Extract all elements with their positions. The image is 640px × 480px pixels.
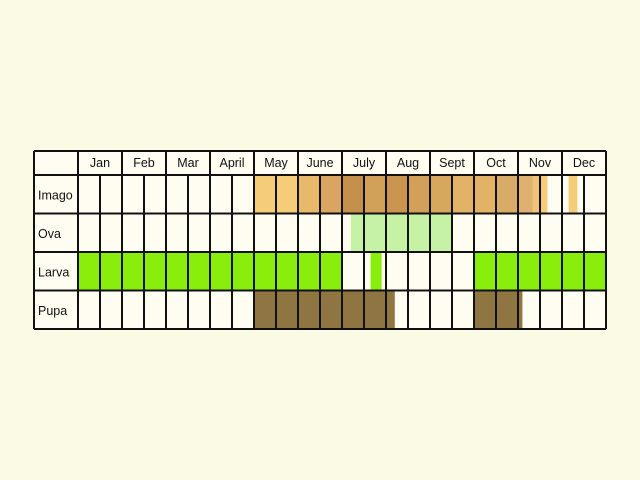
- month-label-july: July: [353, 156, 376, 170]
- month-label-april: April: [219, 156, 244, 170]
- month-label-sept: Sept: [439, 156, 465, 170]
- imago-span-3: [342, 175, 364, 214]
- imago-span-2: [320, 175, 342, 214]
- imago-span-12: [540, 175, 548, 214]
- month-label-nov: Nov: [529, 156, 552, 170]
- imago-span-13: [568, 175, 578, 214]
- month-label-jan: Jan: [90, 156, 110, 170]
- larva-span-1: [370, 252, 382, 291]
- row-label-pupa: Pupa: [38, 304, 67, 318]
- imago-span-11: [532, 175, 540, 214]
- month-label-mar: Mar: [177, 156, 199, 170]
- month-label-may: May: [264, 156, 288, 170]
- row-label-ova: Ova: [38, 227, 61, 241]
- imago-span-1: [298, 175, 320, 214]
- pupa-span-0: [254, 290, 395, 329]
- imago-span-9: [496, 175, 518, 214]
- ova-span-0: [350, 213, 452, 252]
- month-label-june: June: [306, 156, 333, 170]
- imago-span-5: [386, 175, 408, 214]
- imago-span-6: [408, 175, 430, 214]
- row-label-imago: Imago: [38, 188, 73, 202]
- imago-span-7: [430, 175, 452, 214]
- imago-span-4: [364, 175, 386, 214]
- month-label-feb: Feb: [133, 156, 155, 170]
- pupa-span-1: [474, 290, 523, 329]
- month-label-dec: Dec: [573, 156, 595, 170]
- imago-span-10: [518, 175, 533, 214]
- month-label-oct: Oct: [486, 156, 506, 170]
- row-label-larva: Larva: [38, 265, 69, 279]
- month-label-aug: Aug: [397, 156, 419, 170]
